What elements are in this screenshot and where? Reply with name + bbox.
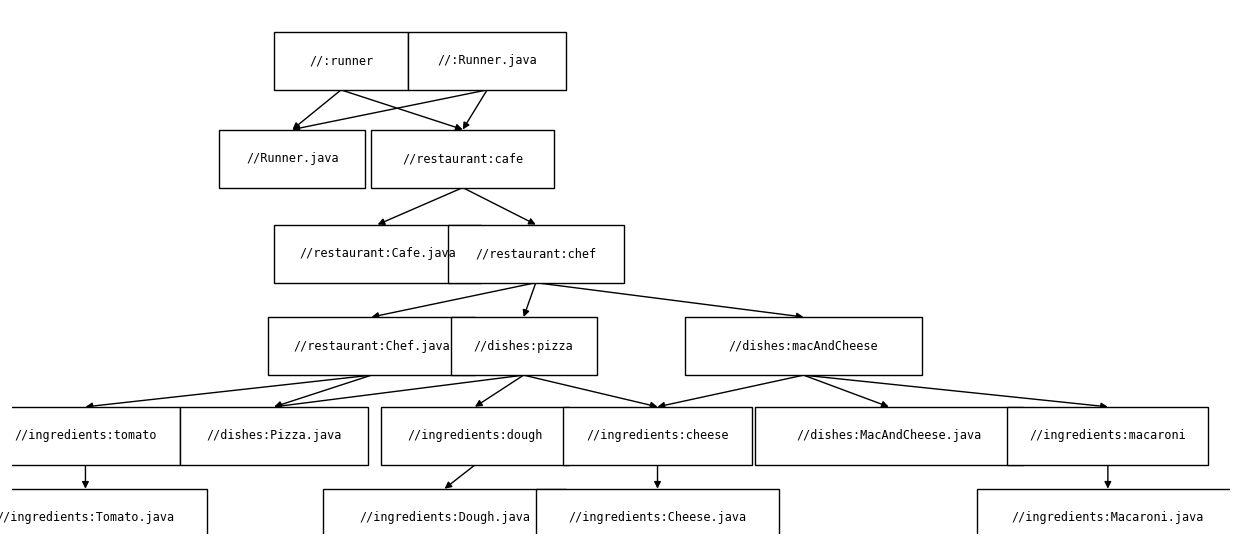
FancyBboxPatch shape [268,317,474,375]
Text: //ingredients:cheese: //ingredients:cheese [586,430,729,443]
Text: //Runner.java: //Runner.java [246,152,339,165]
FancyBboxPatch shape [755,407,1022,465]
Text: //restaurant:Chef.java: //restaurant:Chef.java [293,340,450,353]
FancyBboxPatch shape [220,129,365,188]
Text: //ingredients:dough: //ingredients:dough [407,430,543,443]
FancyBboxPatch shape [274,225,481,282]
Text: //dishes:MacAndCheese.java: //dishes:MacAndCheese.java [796,430,981,443]
FancyBboxPatch shape [274,32,407,90]
Text: //:runner: //:runner [309,54,373,67]
Text: //restaurant:cafe: //restaurant:cafe [402,152,523,165]
FancyBboxPatch shape [0,489,207,539]
Text: //restaurant:chef: //restaurant:chef [476,247,596,260]
FancyBboxPatch shape [407,32,566,90]
FancyBboxPatch shape [977,489,1238,539]
FancyBboxPatch shape [563,407,751,465]
Text: //ingredients:Cheese.java: //ingredients:Cheese.java [569,512,746,524]
Text: //dishes:pizza: //dishes:pizza [473,340,574,353]
Text: //ingredients:Macaroni.java: //ingredients:Macaroni.java [1012,512,1203,524]
Text: //dishes:macAndCheese: //dishes:macAndCheese [729,340,878,353]
Text: //ingredients:tomato: //ingredients:tomato [14,430,156,443]
Text: //ingredients:Dough.java: //ingredients:Dough.java [359,512,530,524]
FancyBboxPatch shape [1007,407,1208,465]
Text: //:Runner.java: //:Runner.java [437,54,537,67]
FancyBboxPatch shape [371,129,554,188]
Text: //ingredients:macaroni: //ingredients:macaroni [1030,430,1186,443]
Text: //dishes:Pizza.java: //dishes:Pizza.java [206,430,342,443]
FancyBboxPatch shape [180,407,369,465]
FancyBboxPatch shape [380,407,569,465]
Text: //ingredients:Tomato.java: //ingredients:Tomato.java [0,512,175,524]
FancyBboxPatch shape [684,317,923,375]
FancyBboxPatch shape [535,489,779,539]
FancyBboxPatch shape [0,407,180,465]
FancyBboxPatch shape [451,317,596,375]
Text: //restaurant:Cafe.java: //restaurant:Cafe.java [299,247,456,260]
FancyBboxPatch shape [323,489,566,539]
FancyBboxPatch shape [447,225,623,282]
